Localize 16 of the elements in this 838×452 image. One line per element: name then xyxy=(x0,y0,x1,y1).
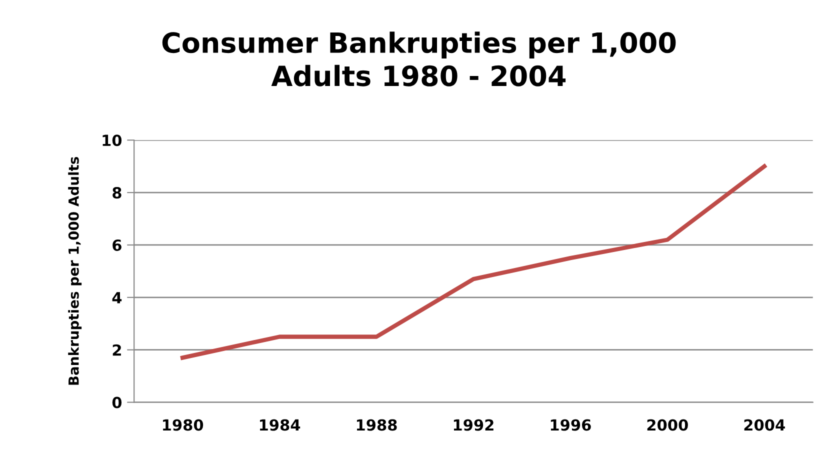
y-tick-label: 6 xyxy=(112,239,122,252)
y-tick-label: 10 xyxy=(102,134,122,146)
x-tick-label: 1980 xyxy=(163,419,204,431)
y-tick-label: 2 xyxy=(112,344,121,356)
y-tick-label: 4 xyxy=(112,292,122,304)
chart-title: Consumer Bankrupties per 1,000 Adults 1980 - 2004 xyxy=(162,32,676,86)
x-tick-label: 2000 xyxy=(647,419,688,431)
x-tick-label: 1996 xyxy=(550,419,591,431)
x-tick-label: 2004 xyxy=(744,419,785,431)
y-axis-title: Bankrupties per 1,000 Adults xyxy=(68,156,82,385)
y-tick-label: 0 xyxy=(112,396,122,408)
x-tick-label: 1988 xyxy=(356,419,397,431)
x-tick-label: 1984 xyxy=(260,419,300,431)
x-tick-label: 1992 xyxy=(454,419,494,431)
y-tick-label: 8 xyxy=(112,187,122,199)
line-series xyxy=(180,164,766,360)
